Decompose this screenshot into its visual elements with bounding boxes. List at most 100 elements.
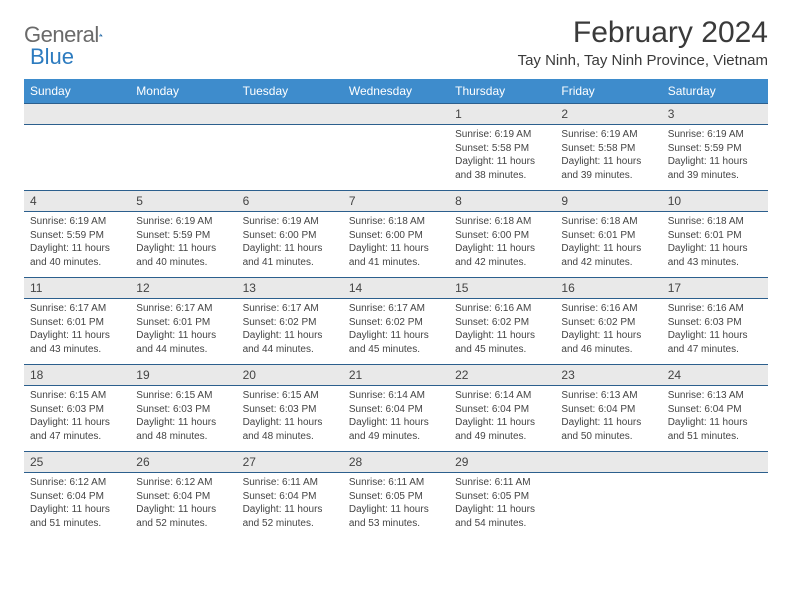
- day-data-cell: Sunrise: 6:14 AMSunset: 6:04 PMDaylight:…: [343, 386, 449, 452]
- day-info-line: Sunrise: 6:12 AM: [136, 476, 230, 490]
- day-data-row: Sunrise: 6:15 AMSunset: 6:03 PMDaylight:…: [24, 386, 768, 452]
- day-number-cell: 3: [662, 104, 768, 125]
- day-data-cell: Sunrise: 6:16 AMSunset: 6:02 PMDaylight:…: [449, 299, 555, 365]
- day-info-line: Sunrise: 6:19 AM: [136, 215, 230, 229]
- day-info-line: Sunset: 6:02 PM: [349, 316, 443, 330]
- day-number-cell: 2: [555, 104, 661, 125]
- day-info-line: Daylight: 11 hours and 48 minutes.: [243, 416, 337, 443]
- day-data-cell: Sunrise: 6:12 AMSunset: 6:04 PMDaylight:…: [130, 473, 236, 539]
- day-info-line: Daylight: 11 hours and 50 minutes.: [561, 416, 655, 443]
- day-info-line: Sunrise: 6:15 AM: [30, 389, 124, 403]
- weekday-header: Friday: [555, 79, 661, 104]
- day-info-line: Sunset: 6:04 PM: [349, 403, 443, 417]
- day-data-row: Sunrise: 6:12 AMSunset: 6:04 PMDaylight:…: [24, 473, 768, 539]
- day-data-cell: Sunrise: 6:13 AMSunset: 6:04 PMDaylight:…: [555, 386, 661, 452]
- day-number-cell: 27: [237, 452, 343, 473]
- day-info-line: Daylight: 11 hours and 43 minutes.: [30, 329, 124, 356]
- day-info-line: Sunset: 6:00 PM: [455, 229, 549, 243]
- day-info-line: Daylight: 11 hours and 38 minutes.: [455, 155, 549, 182]
- day-data-cell: Sunrise: 6:19 AMSunset: 5:59 PMDaylight:…: [130, 212, 236, 278]
- day-number-cell: 10: [662, 191, 768, 212]
- day-data-cell: Sunrise: 6:16 AMSunset: 6:02 PMDaylight:…: [555, 299, 661, 365]
- day-number-cell: [237, 104, 343, 125]
- day-number-cell: 26: [130, 452, 236, 473]
- day-number-cell: [662, 452, 768, 473]
- day-info-line: Sunset: 6:01 PM: [561, 229, 655, 243]
- day-data-cell: Sunrise: 6:18 AMSunset: 6:00 PMDaylight:…: [343, 212, 449, 278]
- day-info-line: Daylight: 11 hours and 43 minutes.: [668, 242, 762, 269]
- day-info-line: Sunset: 6:00 PM: [349, 229, 443, 243]
- day-info-line: Daylight: 11 hours and 48 minutes.: [136, 416, 230, 443]
- day-data-cell: Sunrise: 6:14 AMSunset: 6:04 PMDaylight:…: [449, 386, 555, 452]
- day-number-row: 45678910: [24, 191, 768, 212]
- day-number-cell: 25: [24, 452, 130, 473]
- day-number-cell: 4: [24, 191, 130, 212]
- day-number-cell: 5: [130, 191, 236, 212]
- day-info-line: Daylight: 11 hours and 39 minutes.: [668, 155, 762, 182]
- calendar-table: Sunday Monday Tuesday Wednesday Thursday…: [24, 79, 768, 539]
- day-number-cell: 29: [449, 452, 555, 473]
- day-info-line: Daylight: 11 hours and 54 minutes.: [455, 503, 549, 530]
- day-data-cell: Sunrise: 6:15 AMSunset: 6:03 PMDaylight:…: [24, 386, 130, 452]
- day-number-cell: 21: [343, 365, 449, 386]
- brand-name-2: Blue: [30, 44, 74, 70]
- day-data-cell: Sunrise: 6:18 AMSunset: 6:01 PMDaylight:…: [662, 212, 768, 278]
- day-number-cell: 22: [449, 365, 555, 386]
- day-info-line: Daylight: 11 hours and 42 minutes.: [455, 242, 549, 269]
- day-info-line: Sunset: 6:04 PM: [30, 490, 124, 504]
- weekday-header: Thursday: [449, 79, 555, 104]
- day-info-line: Sunset: 6:04 PM: [561, 403, 655, 417]
- location-subtitle: Tay Ninh, Tay Ninh Province, Vietnam: [518, 52, 768, 69]
- day-data-cell: Sunrise: 6:19 AMSunset: 5:59 PMDaylight:…: [24, 212, 130, 278]
- day-number-row: 2526272829: [24, 452, 768, 473]
- header: General February 2024 Tay Ninh, Tay Ninh…: [24, 16, 768, 69]
- day-data-cell: [24, 125, 130, 191]
- day-info-line: Sunrise: 6:19 AM: [668, 128, 762, 142]
- day-data-cell: Sunrise: 6:19 AMSunset: 5:58 PMDaylight:…: [449, 125, 555, 191]
- day-number-cell: 14: [343, 278, 449, 299]
- day-info-line: Sunset: 6:02 PM: [243, 316, 337, 330]
- day-data-row: Sunrise: 6:19 AMSunset: 5:59 PMDaylight:…: [24, 212, 768, 278]
- day-data-cell: Sunrise: 6:13 AMSunset: 6:04 PMDaylight:…: [662, 386, 768, 452]
- weekday-header: Sunday: [24, 79, 130, 104]
- weekday-header: Wednesday: [343, 79, 449, 104]
- day-info-line: Sunrise: 6:18 AM: [561, 215, 655, 229]
- day-number-cell: [343, 104, 449, 125]
- day-info-line: Daylight: 11 hours and 45 minutes.: [455, 329, 549, 356]
- day-info-line: Daylight: 11 hours and 49 minutes.: [349, 416, 443, 443]
- day-number-cell: 13: [237, 278, 343, 299]
- day-info-line: Sunrise: 6:13 AM: [668, 389, 762, 403]
- day-data-cell: Sunrise: 6:16 AMSunset: 6:03 PMDaylight:…: [662, 299, 768, 365]
- day-number-cell: 19: [130, 365, 236, 386]
- day-data-cell: Sunrise: 6:15 AMSunset: 6:03 PMDaylight:…: [130, 386, 236, 452]
- day-info-line: Sunrise: 6:14 AM: [455, 389, 549, 403]
- weekday-header-row: Sunday Monday Tuesday Wednesday Thursday…: [24, 79, 768, 104]
- day-number-cell: 17: [662, 278, 768, 299]
- day-info-line: Sunrise: 6:17 AM: [136, 302, 230, 316]
- day-data-cell: Sunrise: 6:19 AMSunset: 5:59 PMDaylight:…: [662, 125, 768, 191]
- day-info-line: Sunset: 6:04 PM: [136, 490, 230, 504]
- day-number-cell: 20: [237, 365, 343, 386]
- day-info-line: Sunrise: 6:18 AM: [668, 215, 762, 229]
- day-number-cell: 1: [449, 104, 555, 125]
- day-info-line: Sunset: 6:04 PM: [243, 490, 337, 504]
- day-data-cell: [662, 473, 768, 539]
- day-info-line: Sunset: 6:01 PM: [668, 229, 762, 243]
- day-info-line: Sunset: 6:05 PM: [455, 490, 549, 504]
- day-number-cell: 24: [662, 365, 768, 386]
- day-info-line: Daylight: 11 hours and 53 minutes.: [349, 503, 443, 530]
- calendar-page: General February 2024 Tay Ninh, Tay Ninh…: [0, 0, 792, 612]
- day-info-line: Daylight: 11 hours and 40 minutes.: [136, 242, 230, 269]
- day-info-line: Daylight: 11 hours and 52 minutes.: [243, 503, 337, 530]
- day-info-line: Sunrise: 6:13 AM: [561, 389, 655, 403]
- day-info-line: Sunset: 6:03 PM: [668, 316, 762, 330]
- day-info-line: Sunset: 6:05 PM: [349, 490, 443, 504]
- day-info-line: Sunset: 6:01 PM: [136, 316, 230, 330]
- weekday-header: Tuesday: [237, 79, 343, 104]
- day-data-cell: Sunrise: 6:19 AMSunset: 5:58 PMDaylight:…: [555, 125, 661, 191]
- day-info-line: Daylight: 11 hours and 47 minutes.: [668, 329, 762, 356]
- day-info-line: Sunrise: 6:19 AM: [243, 215, 337, 229]
- day-info-line: Sunrise: 6:11 AM: [243, 476, 337, 490]
- day-info-line: Sunset: 6:00 PM: [243, 229, 337, 243]
- day-info-line: Sunrise: 6:18 AM: [455, 215, 549, 229]
